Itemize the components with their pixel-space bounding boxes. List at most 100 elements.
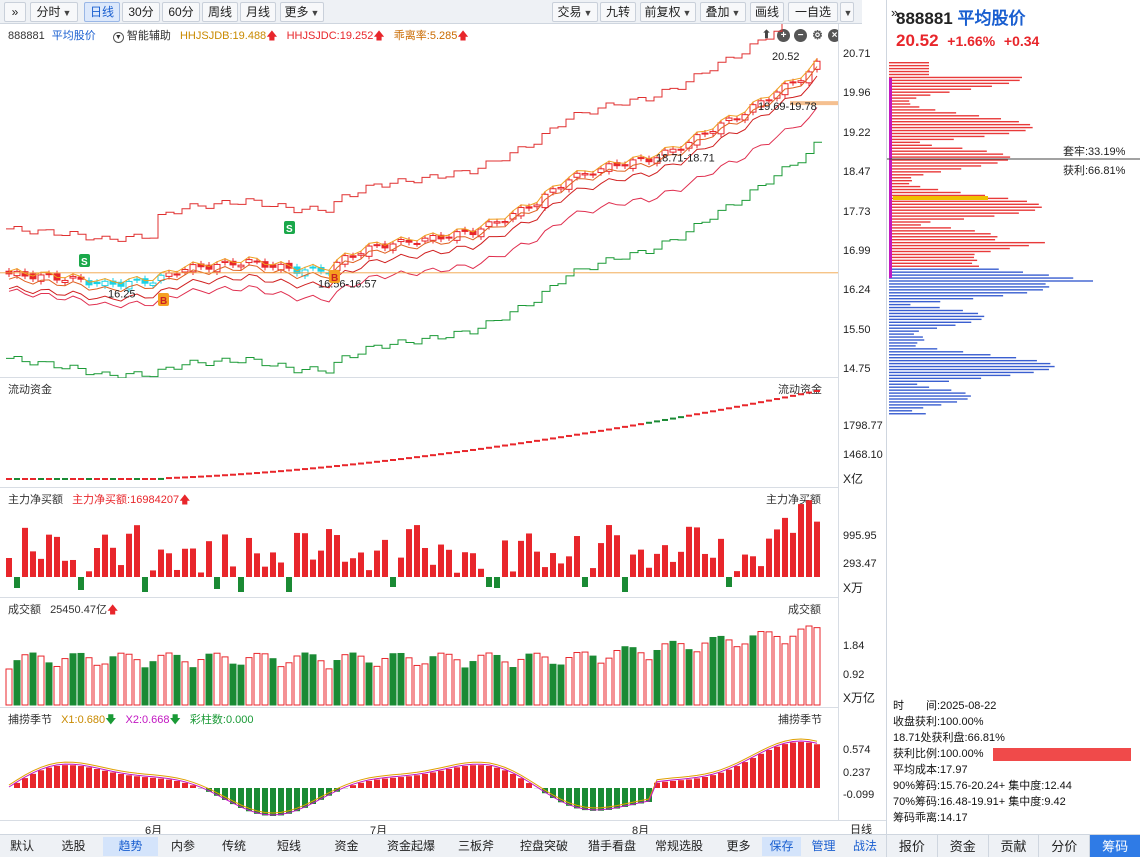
candle-body	[374, 245, 380, 246]
side-tab[interactable]: 资金	[937, 834, 988, 857]
chip-bar	[889, 118, 1001, 119]
netbuy-bar	[798, 504, 804, 577]
bottom-tab[interactable]: 三板斧	[447, 837, 505, 856]
chip-info: 时 间:2025-08-22 收盘获利:100.00% 18.71处获利盘:66…	[893, 698, 1139, 826]
turnover-bar	[38, 656, 44, 705]
flow-mark	[134, 478, 140, 480]
trapped-label: 套牢:33.19%	[1063, 143, 1125, 159]
side-tab[interactable]: 分价	[1038, 834, 1089, 857]
netbuy-bar	[566, 556, 572, 577]
turnover-axis: 1.84 0.92 X万亿	[838, 598, 886, 708]
watchlist-button[interactable]: 一自选	[788, 2, 838, 22]
netbuy-pane[interactable]: 主力净买额 主力净买额:16984207🡅 主力净买额	[0, 488, 838, 598]
season-bar	[390, 778, 396, 788]
candle-body	[598, 169, 604, 173]
turnover-bar	[630, 648, 636, 705]
price-y-label: 17.73	[843, 206, 871, 218]
bottom-tab[interactable]: 更多	[717, 837, 760, 856]
overlay-button[interactable]: 叠加▼	[700, 2, 746, 22]
netbuy-bar	[158, 550, 164, 577]
chip-bar	[889, 130, 1026, 131]
season-bar	[150, 778, 156, 788]
candle-body	[310, 267, 316, 268]
candle-body	[534, 205, 540, 207]
chip-bar	[889, 159, 1008, 160]
turnover-bar	[614, 650, 620, 705]
price-y-label: 16.99	[843, 245, 871, 257]
bottom-tab[interactable]: 保存	[762, 837, 801, 856]
netbuy-bar	[254, 553, 260, 577]
weekly-button[interactable]: 周线	[202, 2, 238, 22]
side-tab[interactable]: 筹码	[1089, 834, 1140, 857]
flow-mark	[22, 478, 28, 480]
turnover-bar	[6, 669, 12, 705]
bottom-tab[interactable]: 控盘突破	[507, 837, 581, 856]
bottom-tab[interactable]: 常规选股	[643, 837, 715, 856]
turnover-chart	[0, 598, 838, 708]
turnover-bar	[118, 653, 124, 705]
30min-button[interactable]: 30分	[122, 2, 160, 22]
netbuy-bar	[30, 551, 36, 577]
collapse-left-icon[interactable]: »	[4, 2, 26, 22]
flow-mark	[310, 467, 316, 469]
flow-mark	[494, 446, 500, 448]
netbuy-bar	[550, 553, 556, 577]
bottom-tab[interactable]: 趋势	[103, 837, 158, 856]
bottom-tab[interactable]: 选股	[46, 837, 101, 856]
bottom-tab[interactable]: 猎手看盘	[583, 837, 641, 856]
turnover-bar	[22, 655, 28, 705]
watchlist-dropdown-icon[interactable]: ▼	[840, 2, 854, 22]
bottom-tab[interactable]: 内参	[160, 837, 206, 856]
side-tab[interactable]: 贡献	[988, 834, 1039, 857]
kline-pane[interactable]: 888881 平均股价 ▼ 智能辅助 HHJSJDB:19.488🡅 HHJSJ…	[0, 24, 838, 378]
bottom-tab[interactable]: 管理	[803, 837, 844, 856]
flow-mark	[382, 460, 388, 462]
turnover-bar	[246, 658, 252, 705]
chip-bar	[889, 378, 981, 379]
bottom-tab[interactable]: 传统	[208, 837, 260, 856]
bottom-tab[interactable]: 资金	[318, 837, 375, 856]
chip-bar	[889, 218, 964, 219]
info-avg-cost: 平均成本:17.97	[893, 762, 1139, 778]
bottom-tab[interactable]: 短线	[262, 837, 316, 856]
chip-bar	[889, 266, 979, 267]
bottom-tab[interactable]: 资金起爆	[377, 837, 445, 856]
intraday-button[interactable]: 分时▼	[30, 2, 78, 22]
candle-body	[150, 283, 156, 285]
chip-bar	[889, 286, 1049, 287]
side-tab[interactable]: 报价	[886, 834, 937, 857]
netbuy-bar	[486, 577, 492, 587]
flow-mark	[782, 396, 788, 398]
turnover-bar	[710, 637, 716, 705]
more-button[interactable]: 更多▼	[280, 2, 324, 22]
flow-pane[interactable]: 流动资金 流动资金	[0, 378, 838, 488]
turnover-bar	[454, 660, 460, 705]
flow-mark	[358, 463, 364, 465]
netbuy-bar	[446, 550, 452, 577]
daily-button[interactable]: 日线	[84, 2, 120, 22]
turnover-bar	[406, 658, 412, 705]
price-y-label: 18.47	[843, 166, 871, 178]
season-axis: 0.574 0.237 -0.099	[838, 708, 886, 820]
netbuy-bar	[598, 543, 604, 577]
chip-bar	[889, 313, 978, 314]
draw-line-button[interactable]: 画线	[750, 2, 784, 22]
chip-bar	[889, 351, 963, 352]
turnover-pane[interactable]: 成交额 25450.47亿🡅 成交额	[0, 598, 838, 708]
season-pane[interactable]: 捕捞季节 X1:0.680🡇 X2:0.668🡇 彩柱数:0.000 捕捞季节	[0, 708, 838, 820]
monthly-button[interactable]: 月线	[240, 2, 276, 22]
60min-button[interactable]: 60分	[162, 2, 200, 22]
chip-bar	[889, 156, 1010, 157]
flow-mark	[566, 435, 572, 437]
bottom-tab[interactable]: 默认	[0, 837, 44, 856]
chip-bar	[889, 325, 955, 326]
buy-marker-label: B	[331, 273, 338, 284]
trade-button[interactable]: 交易▼	[552, 2, 598, 22]
bottom-tab[interactable]: 战法	[846, 837, 884, 856]
netbuy-bar	[182, 549, 188, 577]
nine-turn-button[interactable]: 九转	[600, 2, 636, 22]
turnover-bar	[214, 653, 220, 705]
flow-mark	[694, 413, 700, 415]
adjust-button[interactable]: 前复权▼	[640, 2, 696, 22]
netbuy-chart	[0, 488, 838, 598]
